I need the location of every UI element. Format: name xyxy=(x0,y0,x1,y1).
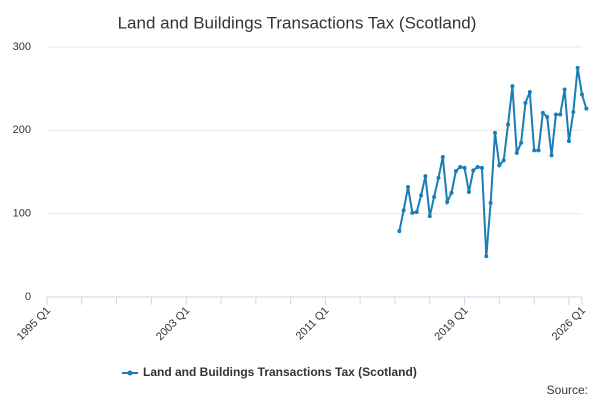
point xyxy=(427,214,432,219)
line xyxy=(398,67,588,257)
x-tick-label: 2026 Q1 xyxy=(550,305,588,343)
point xyxy=(471,168,476,173)
point xyxy=(540,110,545,115)
point xyxy=(466,190,471,194)
point xyxy=(545,115,550,119)
point xyxy=(575,65,580,70)
point xyxy=(440,155,445,159)
point xyxy=(562,87,567,92)
point xyxy=(523,100,528,105)
x-tick-label: 1995 Q1 xyxy=(15,305,53,343)
point xyxy=(458,165,463,169)
point xyxy=(549,153,554,158)
point xyxy=(445,200,450,204)
point xyxy=(584,106,589,111)
point xyxy=(436,175,441,180)
point xyxy=(410,210,415,215)
x-tick-label: 2019 Q1 xyxy=(432,305,470,343)
point xyxy=(484,254,489,259)
point xyxy=(553,112,558,117)
point xyxy=(510,84,515,89)
point xyxy=(462,165,467,170)
point xyxy=(423,174,428,179)
legend-symbol xyxy=(127,370,133,376)
y-tick-label: 100 xyxy=(13,208,31,220)
x-tick-label: 2003 Q1 xyxy=(154,305,192,343)
point xyxy=(488,200,493,205)
point xyxy=(519,140,524,145)
point xyxy=(501,158,506,163)
x-tick-label: 2011 Q1 xyxy=(294,305,332,343)
point xyxy=(566,139,571,144)
point xyxy=(497,163,502,168)
point xyxy=(514,150,519,155)
point xyxy=(532,148,537,153)
point xyxy=(475,165,480,169)
point xyxy=(397,229,402,234)
point xyxy=(493,130,498,135)
point xyxy=(506,122,511,127)
point xyxy=(419,193,424,198)
point xyxy=(571,110,576,114)
point xyxy=(527,90,532,94)
y-tick-label: 0 xyxy=(25,291,31,303)
point xyxy=(453,169,458,174)
chart-title: Land and Buildings Transactions Tax (Sco… xyxy=(118,13,477,32)
point xyxy=(406,185,411,189)
y-tick-label: 300 xyxy=(13,41,31,53)
point xyxy=(479,165,484,170)
point xyxy=(414,210,419,214)
source: Source: xyxy=(547,383,588,397)
point xyxy=(558,112,563,117)
point xyxy=(449,190,454,195)
y-tick-label: 200 xyxy=(13,124,31,136)
point xyxy=(401,208,406,213)
point xyxy=(432,195,437,199)
point xyxy=(536,148,541,153)
legend-label: Land and Buildings Transactions Tax (Sco… xyxy=(143,365,417,379)
point xyxy=(580,92,584,97)
